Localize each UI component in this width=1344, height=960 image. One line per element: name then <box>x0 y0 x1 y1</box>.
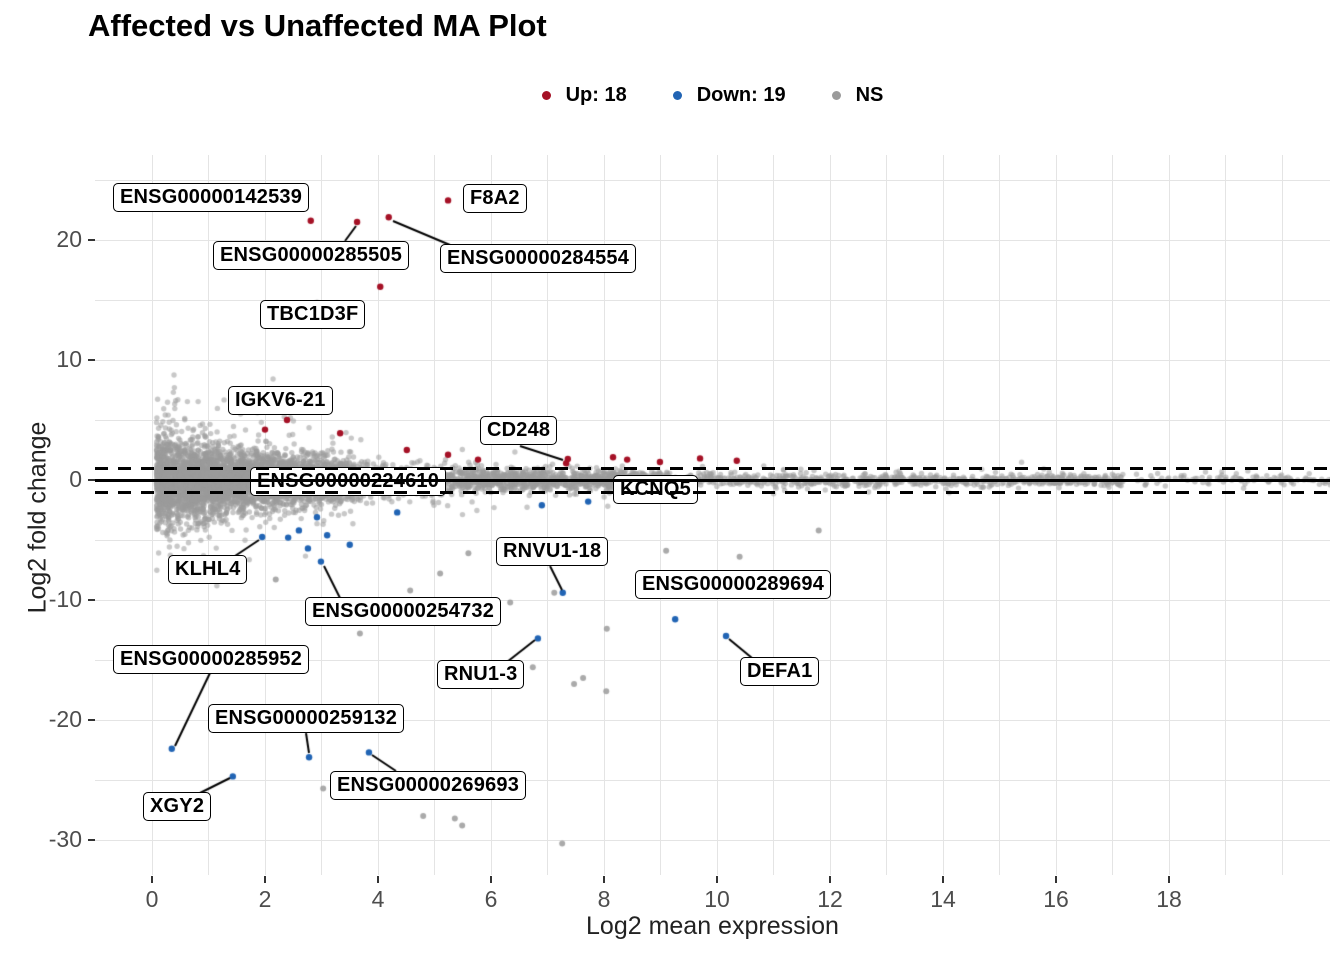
y-tick-mark <box>88 239 95 241</box>
gene-label-ensg00000285952: ENSG00000285952 <box>113 645 310 674</box>
gene-label-rnvu1-18: RNVU1-18 <box>496 537 609 566</box>
ns-dot-icon <box>831 91 841 100</box>
x-tick-label: 6 <box>484 886 498 912</box>
gene-label-ensg00000254732: ENSG00000254732 <box>305 597 502 626</box>
gene-label-ensg00000285505: ENSG00000285505 <box>213 241 410 270</box>
gene-label-rnu1-3: RNU1-3 <box>437 660 525 689</box>
legend-label-up: Up: 18 <box>565 84 627 106</box>
x-tick-mark <box>603 876 605 883</box>
x-tick-mark <box>829 876 831 883</box>
legend-item-up: Up: 18 <box>541 84 627 107</box>
legend: Up: 18 Down: 19 NS <box>95 84 1330 107</box>
gene-label-cd248: CD248 <box>480 416 558 445</box>
upper-threshold-line <box>95 466 1330 470</box>
x-tick-label: 18 <box>1156 886 1182 912</box>
y-tick-label: 20 <box>56 226 82 252</box>
y-tick-mark <box>88 479 95 481</box>
legend-label-down: Down: 19 <box>696 84 786 106</box>
x-tick-label: 12 <box>817 886 843 912</box>
y-tick-label: -20 <box>48 706 82 732</box>
y-tick-mark <box>88 719 95 721</box>
gene-label-klhl4: KLHL4 <box>168 555 248 584</box>
scatter-points-canvas <box>95 155 1330 875</box>
x-tick-label: 0 <box>145 886 159 912</box>
gene-label-ensg00000284554: ENSG00000284554 <box>440 244 637 273</box>
gene-label-ensg00000142539: ENSG00000142539 <box>113 183 310 212</box>
y-tick-label: -10 <box>48 586 82 612</box>
x-axis-title: Log2 mean expression <box>586 912 839 940</box>
lower-threshold-line <box>95 490 1330 494</box>
x-tick-mark <box>1055 876 1057 883</box>
y-tick-mark <box>88 359 95 361</box>
x-tick-mark <box>716 876 718 883</box>
gene-label-ensg00000259132: ENSG00000259132 <box>208 704 405 733</box>
gene-label-f8a2: F8A2 <box>463 184 527 213</box>
gene-label-ensg00000289694: ENSG00000289694 <box>635 570 832 599</box>
x-tick-label: 16 <box>1043 886 1069 912</box>
legend-item-ns: NS <box>831 84 884 107</box>
y-tick-label: 10 <box>56 346 82 372</box>
gene-label-defa1: DEFA1 <box>740 657 820 686</box>
legend-label-ns: NS <box>855 84 884 106</box>
gene-label-igkv6-21: IGKV6-21 <box>228 386 333 415</box>
x-tick-label: 2 <box>258 886 272 912</box>
y-tick-label: 0 <box>69 466 82 492</box>
legend-item-down: Down: 19 <box>672 84 786 107</box>
x-tick-label: 4 <box>371 886 385 912</box>
x-tick-mark <box>377 876 379 883</box>
x-tick-mark <box>490 876 492 883</box>
x-tick-label: 8 <box>597 886 611 912</box>
x-tick-label: 14 <box>930 886 956 912</box>
gene-label-xgy2: XGY2 <box>143 792 212 821</box>
plot-title: Affected vs Unaffected MA Plot <box>88 8 547 43</box>
up-dot-icon <box>541 91 551 100</box>
x-tick-label: 10 <box>704 886 730 912</box>
down-dot-icon <box>672 91 682 100</box>
gene-label-tbc1d3f: TBC1D3F <box>260 300 366 329</box>
x-tick-mark <box>264 876 266 883</box>
x-tick-mark <box>942 876 944 883</box>
y-tick-mark <box>88 599 95 601</box>
zero-line <box>95 478 1330 482</box>
y-tick-mark <box>88 839 95 841</box>
x-tick-mark <box>1168 876 1170 883</box>
x-tick-mark <box>151 876 153 883</box>
gene-label-ensg00000269693: ENSG00000269693 <box>330 771 527 800</box>
y-tick-label: -30 <box>48 826 82 852</box>
